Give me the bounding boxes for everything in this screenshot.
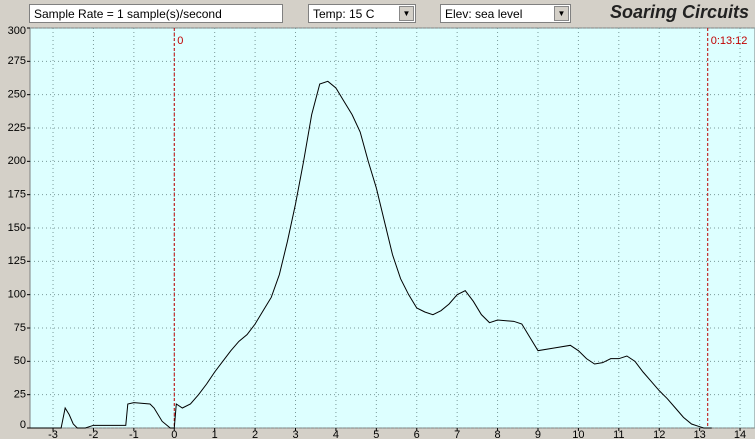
y-tick-label: 25 [14, 389, 26, 401]
x-tick-label: 8 [495, 429, 501, 439]
x-tick-label: 9 [535, 429, 541, 439]
y-tick-label: 275 [8, 55, 26, 67]
x-tick-label: 4 [333, 429, 339, 439]
elev-select[interactable]: Elev: sea level ▼ [440, 4, 571, 23]
data-line [30, 80, 712, 429]
y-tick-label: 100 [8, 289, 26, 301]
x-tick-label: 12 [653, 429, 665, 439]
dropdown-arrow: ▼ [554, 6, 569, 21]
temp-select[interactable]: Temp: 15 C ▼ [308, 4, 416, 23]
y-tick-label: 125 [8, 255, 26, 267]
y-tick-label: 0 [20, 419, 26, 431]
sample-rate-field[interactable]: Sample Rate = 1 sample(s)/second [29, 4, 283, 23]
x-tick-label: 0 [171, 429, 177, 439]
x-tick-label: 1 [212, 429, 218, 439]
brand-logo: Soaring Circuits [609, 2, 749, 22]
y-tick-label: 225 [8, 122, 26, 134]
x-tick-label: 6 [414, 429, 420, 439]
y-tick-label: 50 [14, 355, 26, 367]
marker-label: 0 [177, 35, 183, 47]
x-tick-label: 13 [694, 429, 706, 439]
x-tick-label: 5 [373, 429, 379, 439]
marker-label: 0:13:12 [711, 35, 748, 47]
x-tick-label: 7 [454, 429, 460, 439]
x-tick-label: 10 [572, 429, 584, 439]
y-tick-label: 250 [8, 89, 26, 101]
y-tick-label: 75 [14, 322, 26, 334]
y-tick-label: 300 [8, 25, 26, 37]
x-tick-label: -2 [89, 429, 99, 439]
x-tick-label: 3 [292, 429, 298, 439]
x-tick-label: 14 [734, 429, 746, 439]
x-tick-label: 2 [252, 429, 258, 439]
x-tick-label: 11 [613, 429, 624, 439]
dropdown-arrow: ▼ [399, 6, 414, 21]
y-tick-label: 175 [8, 189, 26, 201]
temp-label: Temp: 15 C [313, 7, 375, 21]
y-tick-label: 200 [8, 155, 26, 167]
elev-label: Elev: sea level [445, 7, 523, 21]
toolbar: Sample Rate = 1 sample(s)/second Temp: 1… [0, 0, 755, 28]
x-tick-label: -3 [48, 429, 58, 439]
x-tick-label: -1 [129, 429, 139, 439]
y-tick-label: 150 [8, 222, 26, 234]
